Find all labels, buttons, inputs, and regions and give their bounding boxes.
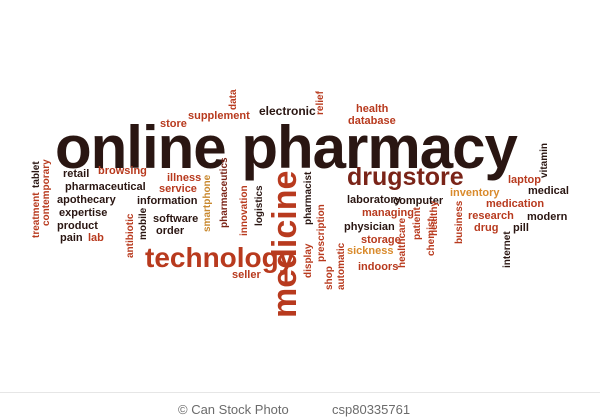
word-display: display [303, 243, 314, 278]
word-drugstore: drugstore [347, 163, 464, 191]
word-physician: physician [344, 221, 395, 233]
word-pharmacist: pharmacist [303, 171, 314, 225]
word-drug: drug [474, 222, 499, 234]
word-service: service [159, 183, 197, 195]
word-supplement: supplement [188, 110, 250, 122]
word-modern: modern [527, 211, 568, 223]
word-healthcare: healthcare [397, 217, 408, 268]
word-apothecary: apothecary [57, 194, 116, 206]
word-antibiotic: antibiotic [125, 213, 136, 258]
watermark-footer: © Can Stock Photo csp80335761 [0, 392, 600, 420]
word-pill: pill [513, 222, 529, 234]
word-software: software [153, 213, 199, 225]
word-medication: medication [486, 198, 545, 210]
word-shop: shop [324, 266, 335, 290]
word-retail: retail [63, 168, 90, 180]
word-automatic: automatic [336, 242, 347, 290]
word-pharmaceutical: pharmaceutical [65, 181, 146, 193]
word-internet: internet [502, 231, 513, 268]
word-contemporary: contemporary [41, 159, 52, 226]
word-seller: seller [232, 269, 261, 281]
word-inventory: inventory [450, 187, 500, 199]
word-medical: medical [528, 185, 569, 197]
word-mobile: mobile [138, 207, 149, 240]
word-business: business [454, 200, 465, 244]
word-expertise: expertise [59, 207, 108, 219]
word-computer: computer [393, 195, 444, 207]
word-managing: managing [362, 207, 414, 219]
word-browsing: browsing [98, 165, 147, 177]
word-smartphone: smartphone [202, 174, 213, 232]
word-innovation: innovation [239, 185, 250, 236]
word-laboratory: laboratory [347, 194, 401, 206]
word-order: order [156, 225, 185, 237]
word-vitamin: vitamin [539, 142, 550, 178]
word-lab: lab [88, 232, 104, 244]
word-pharmaceutics: pharmaceutics [219, 157, 230, 228]
word-store: store [160, 118, 187, 130]
word-health: health [356, 103, 389, 115]
word-logistics: logistics [254, 185, 265, 226]
word-research: research [468, 210, 514, 222]
word-cloud: online pharmacy drugstore technology med… [31, 89, 569, 318]
word-electronic: electronic [259, 104, 316, 118]
word-prescription: prescription [316, 204, 327, 262]
word-storage: storage [361, 234, 401, 246]
word-indoors: indoors [358, 261, 399, 273]
word-online-pharmacy: online pharmacy [55, 114, 518, 181]
word-database: database [348, 115, 396, 127]
word-product: product [57, 220, 98, 232]
word-illness: illness [167, 172, 202, 184]
word-medicine: medicine [266, 170, 304, 318]
word-patient: patient [412, 207, 423, 240]
stock-id: csp80335761 [332, 402, 411, 417]
word-data: data [228, 89, 239, 110]
word-relief: relief [315, 91, 326, 115]
word-laptop: laptop [508, 174, 541, 186]
word-technology: technology [145, 242, 295, 273]
stock-logo: © Can Stock Photo [178, 402, 289, 417]
word-information: information [137, 195, 198, 207]
word-pain: pain [60, 232, 83, 244]
word-sickness: sickness [347, 245, 394, 257]
word-healthy: healthy [429, 200, 440, 236]
